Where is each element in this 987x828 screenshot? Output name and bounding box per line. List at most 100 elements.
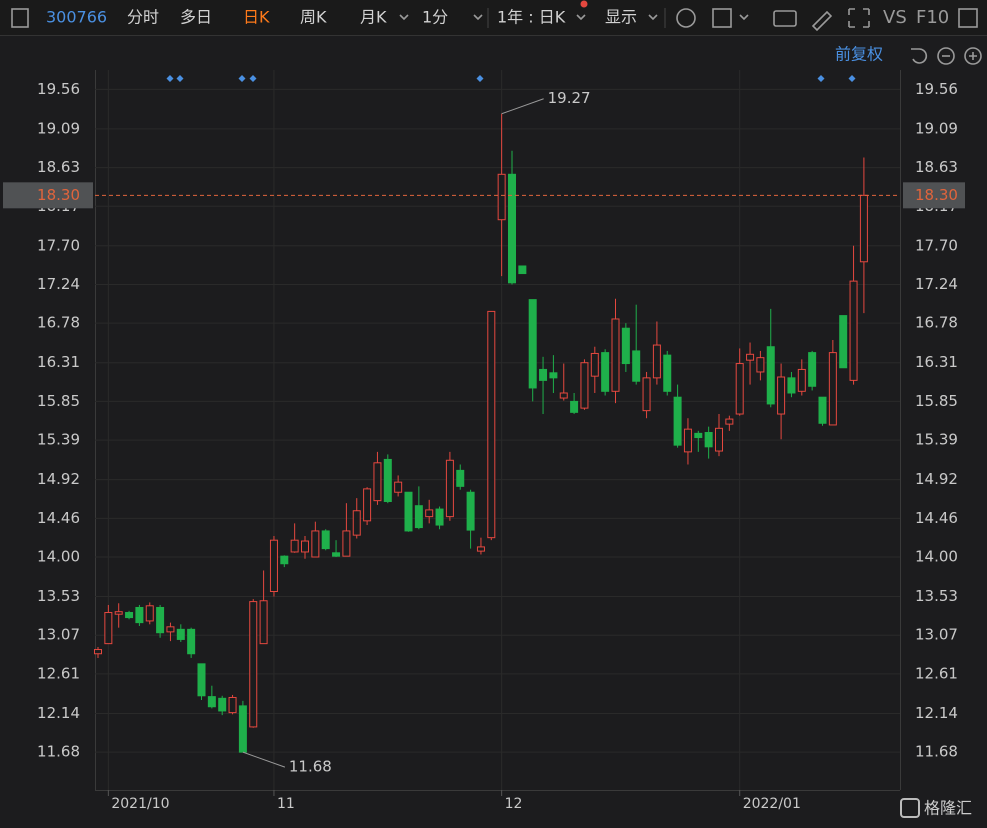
- candle-body: [621, 327, 630, 365]
- panel-icon[interactable]: [958, 8, 978, 28]
- candle-body: [663, 354, 672, 392]
- candle-body: [549, 372, 558, 379]
- candle-body: [652, 344, 661, 379]
- y-tick-label: 11.68: [37, 743, 80, 761]
- candle-body: [476, 546, 485, 552]
- candle-body: [456, 469, 465, 487]
- y-tick-label: 14.00: [37, 548, 80, 566]
- candle-body: [642, 377, 651, 412]
- notice-dot: [580, 0, 588, 8]
- candle-body: [632, 350, 641, 382]
- candle-body: [238, 705, 247, 753]
- price-tag: 18.30: [915, 186, 958, 204]
- min-label: 11.68: [289, 758, 332, 776]
- candle-body: [218, 697, 227, 712]
- reset-icon[interactable]: [911, 48, 928, 64]
- y-tick-label: 16.78: [37, 314, 80, 332]
- candle-body: [570, 400, 579, 413]
- candle-body: [280, 555, 289, 565]
- candle-body: [414, 505, 423, 529]
- y2-tick-label: 14.46: [915, 509, 958, 527]
- candle-body: [269, 539, 278, 592]
- layout-icon[interactable]: [712, 8, 732, 28]
- x-tick-label: 2022/01: [743, 796, 801, 812]
- y2-tick-label: 14.00: [915, 548, 958, 566]
- candle-body: [445, 459, 454, 518]
- candle-body: [259, 600, 268, 645]
- candle-body: [673, 396, 682, 446]
- price-tag-bg: [903, 182, 965, 209]
- draw-icon[interactable]: [811, 10, 833, 32]
- candle-body: [404, 491, 413, 532]
- candle-body: [611, 318, 620, 392]
- candle-body: [787, 377, 796, 394]
- candle-body: [808, 352, 817, 387]
- y2-tick-label: 11.68: [915, 743, 958, 761]
- candle-body: [849, 280, 858, 381]
- candle-body: [694, 432, 703, 439]
- y2-tick-label: 18.63: [915, 158, 958, 176]
- sidebar-icon[interactable]: [11, 8, 29, 28]
- fullscreen-icon[interactable]: [848, 8, 870, 28]
- candle-body: [342, 530, 351, 557]
- price-tag-bg: [3, 182, 93, 209]
- candle-body: [394, 481, 403, 493]
- y2-tick-label: 15.39: [915, 431, 958, 449]
- tab-active[interactable]: 日K: [243, 8, 270, 27]
- f10-button[interactable]: F10: [916, 7, 949, 28]
- stock-code[interactable]: 300766: [46, 8, 107, 27]
- y-tick-label: 12.14: [37, 704, 80, 722]
- candle-body: [818, 396, 827, 424]
- camera-icon[interactable]: [773, 10, 797, 27]
- min-leader: [242, 751, 286, 768]
- vs-button[interactable]: VS: [883, 7, 907, 28]
- tab[interactable]: 1分: [422, 8, 448, 27]
- display-menu[interactable]: 显示: [605, 8, 637, 27]
- candle-body: [176, 628, 185, 640]
- candle-body: [518, 265, 527, 275]
- price-tag: 18.30: [37, 186, 80, 204]
- settings-icon[interactable]: [676, 8, 696, 28]
- y2-tick-label: 13.07: [915, 626, 958, 644]
- y-tick-label: 13.53: [37, 587, 80, 605]
- candle-body: [425, 509, 434, 518]
- candle-body: [704, 432, 713, 448]
- chevron: [648, 14, 658, 21]
- candle-body: [435, 508, 444, 526]
- adjust-button[interactable]: 前复权: [835, 45, 883, 64]
- y-tick-label: 16.31: [37, 353, 80, 371]
- candle-body: [145, 605, 154, 622]
- y2-tick-label: 13.53: [915, 587, 958, 605]
- candle-body: [197, 663, 206, 697]
- candle-body: [839, 315, 848, 369]
- range-select[interactable]: 1年 : 日K: [497, 8, 566, 27]
- candle-body: [497, 173, 506, 221]
- candle-body: [487, 310, 496, 539]
- tab[interactable]: 周K: [300, 8, 327, 27]
- tab[interactable]: 分时: [127, 8, 159, 27]
- y-tick-label: 14.92: [37, 470, 80, 488]
- candle-body: [156, 606, 165, 634]
- zoom-in-sign: [969, 52, 977, 60]
- zoom-in[interactable]: [964, 47, 982, 65]
- y2-tick-label: 12.61: [915, 664, 958, 682]
- zoom-out[interactable]: [937, 47, 955, 65]
- candle-body: [166, 626, 175, 633]
- candle-body: [683, 428, 692, 453]
- candle-body: [756, 357, 765, 373]
- candle-body: [508, 173, 516, 284]
- y-tick-label: 12.61: [37, 664, 80, 682]
- y2-tick-label: 16.31: [915, 353, 958, 371]
- candle-body: [228, 696, 237, 714]
- x-tick-label: 12: [505, 796, 523, 812]
- chevron: [739, 14, 749, 21]
- candle-body: [528, 299, 537, 389]
- tab[interactable]: 多日: [180, 8, 212, 27]
- candle-body: [601, 352, 610, 392]
- y2-tick-label: 17.70: [915, 236, 958, 254]
- candle-body: [797, 368, 806, 392]
- candle-body: [559, 392, 568, 399]
- tab[interactable]: 月K: [360, 8, 387, 27]
- candle-body: [332, 552, 341, 557]
